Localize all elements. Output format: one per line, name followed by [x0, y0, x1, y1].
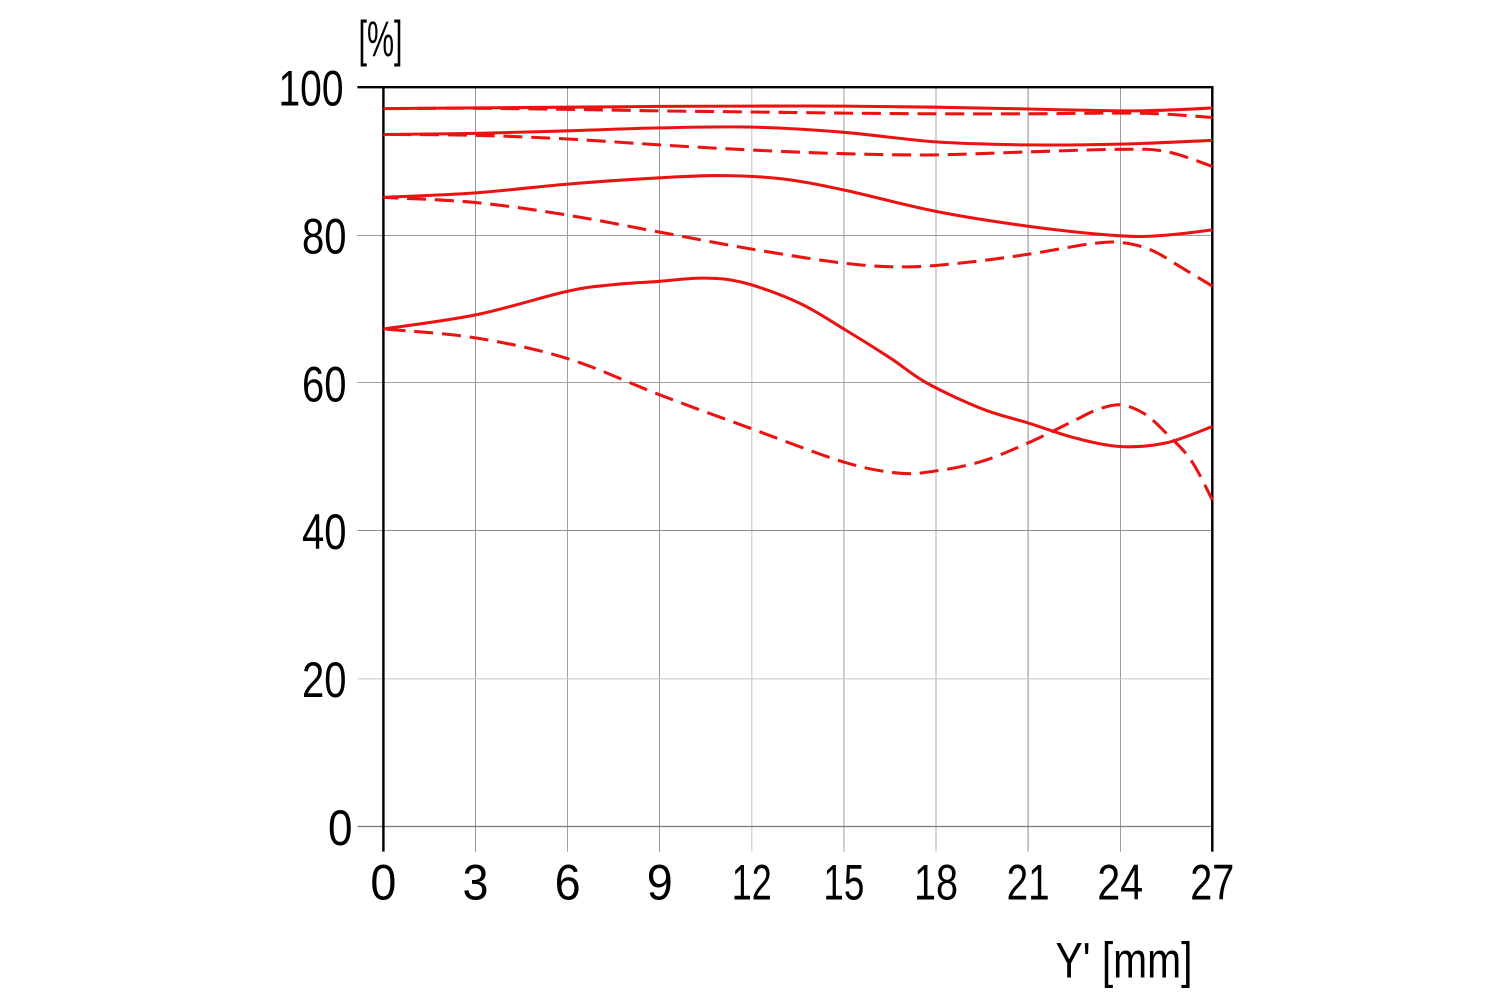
svg-text:15: 15 [823, 855, 864, 911]
svg-text:24: 24 [1097, 855, 1143, 911]
svg-text:80: 80 [302, 209, 347, 265]
svg-text:21: 21 [1007, 855, 1050, 911]
svg-text:60: 60 [302, 356, 347, 412]
svg-text:27: 27 [1190, 855, 1234, 911]
svg-text:3: 3 [463, 855, 489, 911]
svg-text:20: 20 [302, 652, 347, 708]
svg-text:100: 100 [279, 61, 344, 117]
svg-text:6: 6 [555, 855, 581, 911]
svg-text:12: 12 [732, 855, 772, 911]
svg-text:18: 18 [914, 855, 958, 911]
svg-text:9: 9 [647, 855, 673, 911]
svg-text:40: 40 [302, 504, 347, 560]
svg-text:[%]: [%] [359, 11, 403, 67]
svg-text:Y' [mm]: Y' [mm] [1056, 933, 1193, 989]
svg-text:0: 0 [328, 800, 353, 856]
svg-text:0: 0 [370, 855, 396, 911]
